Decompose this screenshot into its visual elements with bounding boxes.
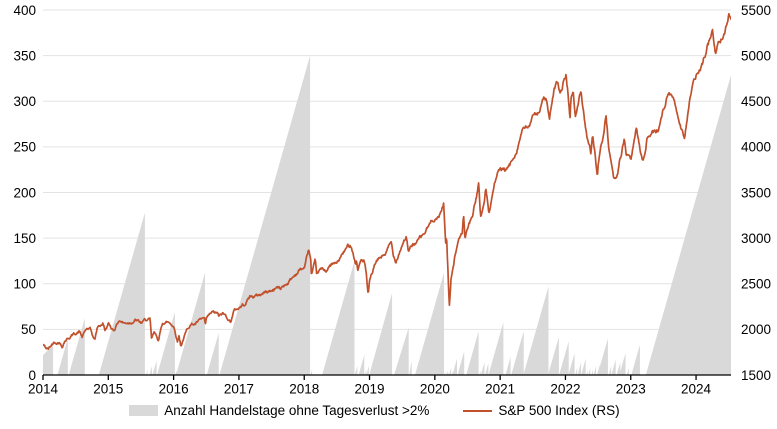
axis-tick-label: 300: [13, 94, 36, 109]
gridlines: [43, 9, 731, 330]
axis-tick-label: 250: [13, 140, 36, 155]
axis-tick-label: 100: [13, 277, 36, 292]
legend-line-label: S&P 500 Index (RS): [498, 403, 620, 418]
axis-tick-label: 2021: [485, 382, 515, 397]
axis-tick-label: 4000: [741, 140, 771, 155]
axis-tick-label: 2016: [159, 382, 189, 397]
axis-tick-label: 5500: [741, 3, 771, 18]
axis-tick-label: 2500: [741, 277, 771, 292]
legend-item-area: Anzahl Handelstage ohne Tagesverlust >2%: [129, 403, 429, 418]
axis-tick-label: 2017: [224, 382, 254, 397]
x-axis: [42, 374, 731, 380]
axis-tick-label: 4500: [741, 94, 771, 109]
axis-tick-label: 50: [21, 322, 36, 337]
axis-tick-label: 400: [13, 3, 36, 18]
left-axis-labels: 0 50 100 150 200 250 300 350 400: [13, 3, 36, 383]
axis-tick-label: 200: [13, 185, 36, 200]
gray-area-series: [43, 55, 731, 375]
axis-tick-label: 2023: [616, 382, 646, 397]
axis-tick-label: 5000: [741, 48, 771, 63]
axis-tick-label: 2024: [681, 382, 712, 397]
axis-tick-label: 0: [28, 368, 36, 383]
axis-tick-label: 1500: [741, 368, 771, 383]
axis-tick-label: 2018: [289, 382, 319, 397]
legend-item-line: S&P 500 Index (RS): [463, 403, 620, 418]
axis-tick-label: 350: [13, 48, 36, 63]
right-axis-labels: 1500 2000 2500 3000 3500 4000 4500 5000 5500: [741, 3, 771, 383]
sp500-line-path: [43, 12, 731, 350]
axis-tick-label: 2014: [28, 382, 59, 397]
legend-area-label: Anzahl Handelstage ohne Tagesverlust >2%: [164, 403, 430, 418]
legend: Anzahl Handelstage ohne Tagesverlust >2%…: [0, 403, 763, 418]
sp500-line-series: [43, 12, 731, 350]
axis-tick-label: 2020: [420, 382, 450, 397]
axis-tick-label: 2022: [550, 382, 580, 397]
axis-tick-label: 3500: [741, 185, 771, 200]
axis-tick-label: 150: [13, 231, 36, 246]
sawtooth-area-path: [43, 55, 731, 375]
axis-tick-label: 2019: [355, 382, 385, 397]
axis-tick-label: 2000: [741, 322, 771, 337]
legend-line-swatch: [463, 409, 493, 412]
x-axis-labels: 2014 2015 2016 2017 2018 2019 2020 2021 2022 2023…: [28, 382, 712, 397]
legend-area-swatch: [129, 405, 159, 416]
axis-tick-label: 2015: [93, 382, 123, 397]
axis-tick-label: 3000: [741, 231, 771, 246]
